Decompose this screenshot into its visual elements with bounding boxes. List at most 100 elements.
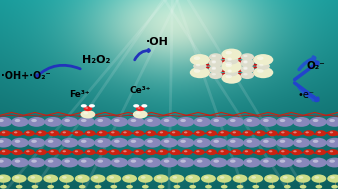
Circle shape [243,55,248,57]
Circle shape [326,138,338,148]
Circle shape [64,119,70,122]
Circle shape [48,160,53,163]
Circle shape [61,138,78,148]
Circle shape [111,138,128,148]
Circle shape [144,138,161,148]
Circle shape [48,149,59,155]
Circle shape [257,62,270,70]
Circle shape [267,176,272,179]
Circle shape [268,185,275,189]
FancyArrowPatch shape [299,57,315,70]
Circle shape [281,131,285,133]
Circle shape [221,61,242,73]
Text: ·OH: ·OH [146,37,169,46]
Circle shape [197,140,202,143]
Circle shape [12,149,23,155]
Circle shape [147,160,153,163]
Circle shape [145,149,156,155]
Circle shape [94,158,112,167]
Circle shape [73,149,83,155]
Circle shape [177,138,194,148]
Circle shape [172,150,175,152]
Circle shape [99,131,102,133]
Circle shape [257,131,260,133]
Circle shape [280,174,295,183]
Circle shape [87,150,90,152]
Circle shape [311,174,326,183]
Circle shape [264,174,279,183]
Circle shape [230,160,236,163]
Circle shape [314,176,319,179]
Circle shape [218,130,229,136]
Circle shape [11,158,29,167]
Circle shape [125,176,130,179]
Circle shape [160,150,163,152]
Circle shape [184,131,188,133]
Circle shape [221,185,227,189]
Circle shape [97,149,107,155]
Circle shape [253,67,273,78]
Circle shape [205,185,212,189]
Circle shape [64,160,70,163]
Circle shape [26,150,29,152]
Text: Ce³⁺: Ce³⁺ [129,86,151,95]
Circle shape [194,130,205,136]
Circle shape [188,176,193,179]
Circle shape [326,158,338,167]
Circle shape [158,149,168,155]
Circle shape [14,150,18,152]
Circle shape [63,185,70,189]
Circle shape [44,117,62,127]
Circle shape [193,138,211,148]
Circle shape [257,150,260,152]
Circle shape [233,150,236,152]
Circle shape [226,138,244,148]
Circle shape [212,60,216,63]
Circle shape [313,140,318,143]
Circle shape [233,131,236,133]
Circle shape [257,56,264,60]
Circle shape [77,138,95,148]
Circle shape [209,66,222,74]
Circle shape [81,104,87,108]
Circle shape [276,138,294,148]
Circle shape [121,149,132,155]
Circle shape [212,61,216,64]
Circle shape [220,131,224,133]
Circle shape [73,130,83,136]
Circle shape [190,54,210,65]
Circle shape [111,131,115,133]
Circle shape [280,160,285,163]
Circle shape [77,158,95,167]
Circle shape [148,131,151,133]
Circle shape [16,185,23,189]
Circle shape [225,75,232,78]
Circle shape [251,176,256,179]
Circle shape [136,106,145,111]
Circle shape [194,69,200,73]
Circle shape [241,65,254,73]
Circle shape [197,160,202,163]
Text: O₂⁻: O₂⁻ [307,61,325,71]
Circle shape [14,131,18,133]
Circle shape [106,174,121,183]
Circle shape [226,117,244,127]
Circle shape [315,149,326,155]
Circle shape [170,130,180,136]
Circle shape [185,174,200,183]
Circle shape [241,53,254,61]
Circle shape [0,119,4,122]
Circle shape [269,131,272,133]
Circle shape [130,160,136,163]
Circle shape [81,119,87,122]
Circle shape [241,71,254,79]
Circle shape [210,117,227,127]
Circle shape [61,130,71,136]
Circle shape [15,160,20,163]
Circle shape [317,131,321,133]
Circle shape [75,174,90,183]
Circle shape [144,158,161,167]
Circle shape [193,117,211,127]
Circle shape [241,60,254,67]
Circle shape [12,130,23,136]
